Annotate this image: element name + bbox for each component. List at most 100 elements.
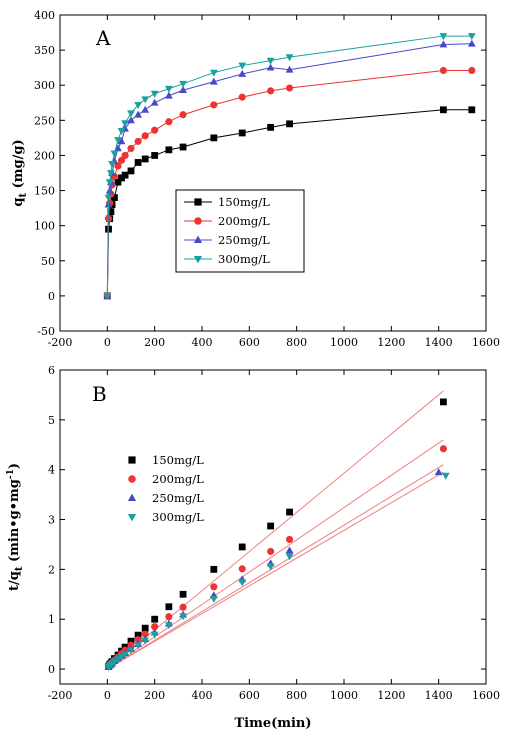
y-tick-label: 5	[48, 414, 55, 427]
data-point	[439, 33, 448, 41]
data-point	[286, 120, 293, 128]
fit-line	[107, 464, 444, 670]
data-point	[134, 159, 142, 166]
data-point	[134, 636, 142, 644]
data-point	[114, 656, 122, 664]
x-tick-label: 1200	[377, 336, 405, 349]
data-point	[134, 110, 143, 118]
x-tick-label: 800	[286, 336, 307, 349]
y-axis-title: qt (mg/g)	[11, 139, 29, 206]
legend-marker	[127, 493, 137, 502]
x-tick-label: 1200	[377, 689, 405, 702]
data-point	[134, 631, 142, 639]
data-point	[114, 144, 122, 152]
data-point	[439, 445, 447, 453]
data-point	[151, 126, 159, 134]
data-point	[267, 547, 275, 555]
legend-label: 150mg/L	[218, 195, 270, 209]
data-point	[210, 134, 218, 142]
data-point	[164, 85, 173, 93]
x-tick-label: 1600	[472, 689, 500, 702]
data-point	[151, 152, 159, 159]
data-point	[440, 398, 447, 406]
data-point	[110, 658, 119, 666]
legend: 150mg/L 200mg/L 250mg/L 300mg/L	[127, 453, 204, 524]
data-point	[179, 111, 187, 119]
x-tick-label: 1600	[472, 336, 500, 349]
data-point	[267, 522, 275, 530]
y-tick-label: 400	[34, 9, 55, 22]
panel-label: A	[95, 26, 111, 50]
data-point	[151, 615, 159, 623]
data-point	[104, 194, 113, 202]
data-point	[127, 116, 135, 124]
x-tick-label: 1400	[425, 689, 453, 702]
x-tick-label: 600	[239, 689, 260, 702]
data-point	[441, 472, 450, 480]
data-point	[238, 543, 246, 551]
y-tick-label: 200	[34, 149, 55, 162]
data-point	[238, 69, 247, 77]
data-point	[105, 179, 114, 187]
x-axis-title: Time(min)	[234, 716, 311, 731]
data-point	[150, 98, 159, 106]
y-tick-label: 100	[34, 220, 55, 233]
x-tick-label: 1000	[330, 336, 358, 349]
data-point	[114, 162, 122, 170]
data-point	[117, 137, 126, 145]
data-point	[267, 123, 275, 131]
x-tick-label: 0	[104, 689, 111, 702]
legend-label: 300mg/L	[152, 510, 204, 524]
data-point	[285, 84, 294, 92]
legend-label: 300mg/L	[218, 252, 270, 266]
data-point	[467, 39, 476, 47]
data-point	[238, 579, 247, 587]
legend-marker	[193, 235, 203, 244]
x-tick-label: 800	[286, 689, 307, 702]
panel-label: B	[92, 382, 107, 406]
legend-marker	[193, 255, 203, 264]
data-point	[127, 110, 135, 118]
y-tick-label: 50	[41, 255, 55, 268]
data-point	[285, 65, 294, 73]
data-point	[179, 80, 187, 88]
data-point	[164, 622, 173, 630]
series-300mg-l	[103, 33, 476, 300]
x-tick-label: 1400	[425, 336, 453, 349]
data-point	[141, 155, 149, 163]
y-tick-label: 0	[48, 290, 55, 303]
data-point	[266, 63, 275, 71]
plot-frame	[59, 14, 487, 332]
data-point	[209, 77, 218, 85]
legend-label: 200mg/L	[152, 472, 204, 486]
data-point	[286, 508, 293, 516]
data-point	[285, 553, 294, 561]
data-point	[209, 595, 218, 603]
legend-label: 200mg/L	[218, 214, 270, 228]
legend-label: 250mg/L	[218, 233, 270, 247]
data-point	[179, 613, 187, 621]
data-point	[121, 151, 129, 160]
data-point	[141, 624, 149, 632]
data-point	[105, 186, 114, 194]
y-tick-label: 3	[48, 514, 55, 527]
x-tick-label: 400	[192, 689, 213, 702]
data-point	[210, 583, 218, 591]
y-tick-label: 250	[34, 114, 55, 127]
data-point	[266, 57, 275, 65]
data-point	[266, 563, 275, 571]
data-point	[121, 171, 129, 179]
y-tick-label: 4	[48, 464, 55, 477]
x-tick-label: 200	[144, 336, 165, 349]
data-point	[467, 33, 476, 41]
data-point	[285, 54, 294, 62]
data-point	[150, 631, 159, 639]
data-point	[111, 194, 118, 201]
y-tick-label: 6	[48, 364, 55, 377]
data-point	[151, 623, 159, 631]
data-point	[165, 146, 173, 154]
data-point	[127, 144, 135, 152]
panel-b-chart: -200 0 200 400 600 800 1000 1200 1400 1600 0 1 2 3 4 5 6…	[6, 364, 500, 731]
data-point	[114, 178, 122, 186]
